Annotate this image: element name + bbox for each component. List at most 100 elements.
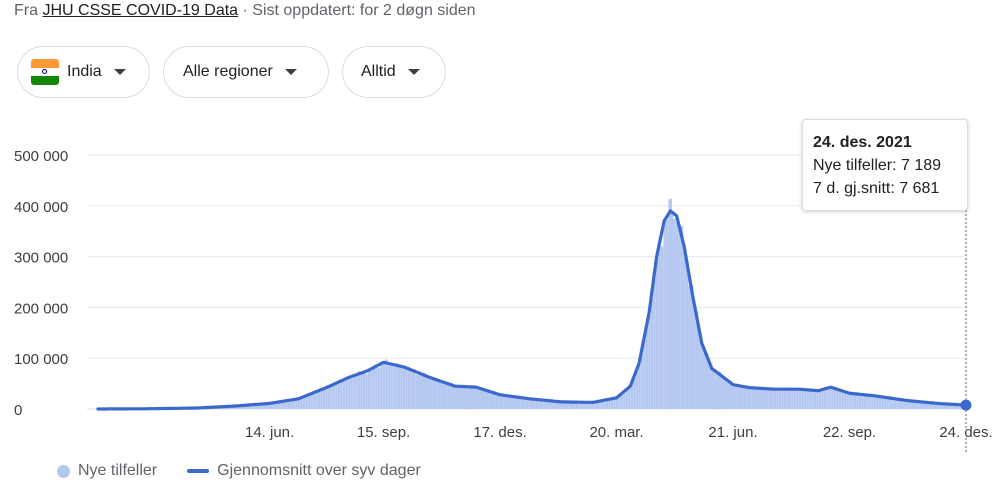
new-cases-bar xyxy=(851,393,854,409)
new-cases-bar xyxy=(520,397,524,409)
new-cases-bar xyxy=(600,400,604,409)
new-cases-bar xyxy=(307,394,311,409)
country-dropdown-label: India xyxy=(67,63,102,80)
region-dropdown[interactable]: Alle regioner xyxy=(163,46,329,98)
new-cases-bar xyxy=(410,369,413,409)
new-cases-bar xyxy=(523,397,526,409)
new-cases-bar xyxy=(741,386,744,409)
new-cases-bar xyxy=(708,360,711,409)
new-cases-bar xyxy=(555,401,559,409)
new-cases-bar xyxy=(375,366,378,409)
new-cases-bar xyxy=(240,405,243,409)
tooltip-date: 24. des. 2021 xyxy=(813,134,912,151)
new-cases-bar xyxy=(748,388,752,409)
new-cases-bar xyxy=(696,311,699,409)
new-cases-bar xyxy=(382,362,386,409)
legend-bars-swatch xyxy=(57,464,70,478)
new-cases-bar xyxy=(332,384,336,409)
new-cases-bar xyxy=(360,373,363,409)
new-cases-bar xyxy=(470,387,473,409)
new-cases-bar xyxy=(678,225,681,409)
y-tick-label: 300 000 xyxy=(14,250,68,267)
chart-legend: Nye tilfeller Gjennomsnitt over syv dage… xyxy=(57,462,421,480)
new-cases-bar xyxy=(538,398,541,409)
new-cases-bar xyxy=(450,383,453,409)
new-cases-bar xyxy=(515,396,519,409)
new-cases-bar xyxy=(751,387,754,409)
new-cases-bar xyxy=(883,397,887,409)
new-cases-bar xyxy=(663,218,666,409)
new-cases-bar xyxy=(420,374,423,409)
new-cases-bar xyxy=(936,403,939,409)
new-cases-bar xyxy=(615,397,619,409)
new-cases-bar xyxy=(528,398,531,409)
new-cases-bar xyxy=(771,388,774,409)
new-cases-bar xyxy=(432,378,436,409)
new-cases-bar xyxy=(560,401,564,409)
new-cases-bar xyxy=(387,365,391,409)
new-cases-bar xyxy=(928,402,932,409)
x-tick-label: 14. jun. xyxy=(245,424,294,441)
new-cases-bar xyxy=(427,377,431,409)
new-cases-bar xyxy=(565,401,569,409)
new-cases-bar xyxy=(385,359,388,409)
source-link[interactable]: JHU CSSE COVID-19 Data xyxy=(42,2,239,19)
new-cases-bar xyxy=(718,371,721,409)
new-cases-bar xyxy=(255,404,258,409)
new-cases-bar xyxy=(946,404,949,409)
new-cases-bar xyxy=(896,399,899,409)
new-cases-bar xyxy=(583,402,586,409)
new-cases-bar xyxy=(635,370,639,409)
new-cases-bar xyxy=(944,404,947,409)
new-cases-bar xyxy=(265,403,268,409)
chart-tooltip: 24. des. 2021 Nye tilfeller: 7 189 7 d. … xyxy=(802,119,968,211)
new-cases-bar xyxy=(673,218,676,409)
new-cases-bar xyxy=(580,402,584,409)
new-cases-bar xyxy=(728,381,731,409)
new-cases-bar xyxy=(613,398,616,409)
country-dropdown[interactable]: India xyxy=(17,46,150,98)
new-cases-bar xyxy=(558,402,561,409)
region-dropdown-label: Alle regioner xyxy=(183,63,273,80)
new-cases-bar xyxy=(876,395,879,409)
new-cases-bar xyxy=(392,367,396,409)
new-cases-bar xyxy=(458,386,461,409)
new-cases-bar xyxy=(806,389,809,409)
period-dropdown[interactable]: Alltid xyxy=(342,46,446,98)
new-cases-bar xyxy=(503,395,506,409)
new-cases-bar xyxy=(625,388,629,409)
new-cases-bar xyxy=(873,395,877,409)
new-cases-bar xyxy=(903,399,907,409)
new-cases-bar xyxy=(916,401,919,409)
new-cases-bar xyxy=(290,400,293,409)
new-cases-bar xyxy=(350,378,353,409)
new-cases-bar xyxy=(866,394,869,409)
new-cases-bar xyxy=(791,390,794,409)
new-cases-bar xyxy=(242,405,245,409)
new-cases-bar xyxy=(828,388,832,409)
new-cases-bar xyxy=(282,400,286,409)
new-cases-bar xyxy=(653,268,656,409)
new-cases-bar xyxy=(781,389,784,409)
new-cases-bar xyxy=(846,392,849,409)
new-cases-bar xyxy=(295,399,298,409)
new-cases-bar xyxy=(322,389,326,409)
new-cases-bar xyxy=(933,403,937,409)
new-cases-bar xyxy=(598,401,601,409)
new-cases-bar xyxy=(648,315,651,409)
new-cases-bar xyxy=(445,382,448,409)
new-cases-bar xyxy=(954,404,957,409)
new-cases-bar xyxy=(893,398,897,409)
new-cases-bar xyxy=(645,325,649,409)
new-cases-bar xyxy=(603,399,606,409)
new-cases-bar xyxy=(726,382,729,409)
new-cases-bar xyxy=(397,364,401,409)
x-tick-label: 24. des. xyxy=(939,424,992,441)
new-cases-bar xyxy=(698,334,701,409)
new-cases-bar xyxy=(595,402,599,409)
new-cases-bar xyxy=(688,285,691,409)
new-cases-bar xyxy=(605,399,609,409)
new-cases-bar xyxy=(951,404,954,409)
new-cases-bar xyxy=(545,401,549,409)
